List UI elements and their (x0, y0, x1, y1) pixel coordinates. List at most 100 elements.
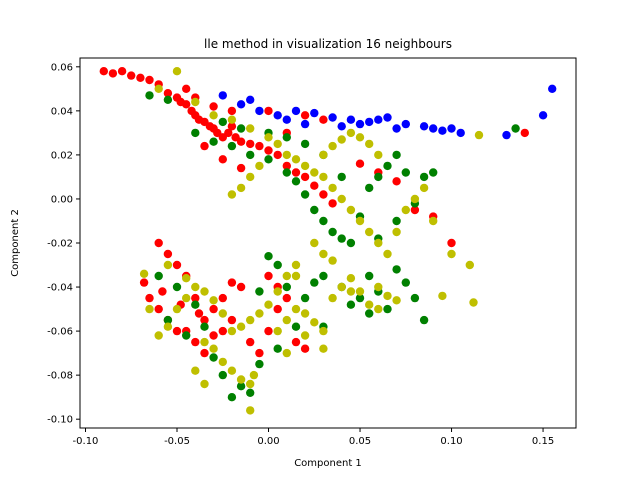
data-point (383, 249, 392, 259)
data-point (392, 265, 401, 274)
data-point (172, 260, 182, 270)
data-point (429, 124, 438, 133)
data-point (218, 117, 227, 127)
data-point (182, 84, 191, 94)
data-point (300, 119, 310, 129)
data-point (282, 115, 291, 124)
data-point (273, 304, 282, 314)
data-point (227, 115, 237, 124)
data-point (310, 205, 319, 215)
y-axis-label: Component 2 (10, 209, 21, 277)
data-point (255, 309, 264, 318)
data-point (191, 128, 200, 138)
x-tick-label: 0.00 (257, 436, 279, 447)
data-point (264, 146, 273, 155)
y-tick-label: 0.02 (51, 150, 73, 161)
data-point (236, 282, 246, 292)
data-point (209, 304, 218, 314)
data-point (429, 168, 438, 177)
data-point (310, 278, 319, 287)
data-point (246, 150, 255, 160)
data-point (291, 271, 301, 281)
y-tick-label: 0.00 (51, 194, 73, 205)
data-point (355, 287, 365, 296)
data-point (319, 249, 328, 259)
data-point (191, 366, 200, 375)
y-tick-label: -0.08 (47, 371, 73, 382)
y-tick-label: -0.10 (47, 415, 73, 426)
data-point (172, 282, 182, 292)
data-point (520, 128, 529, 138)
data-point (419, 183, 429, 193)
data-point (300, 111, 310, 120)
data-point (291, 177, 301, 186)
data-point (291, 155, 301, 164)
data-point (392, 296, 401, 305)
data-point (154, 238, 163, 248)
data-point (300, 331, 310, 340)
data-point (209, 331, 218, 340)
data-point (282, 282, 291, 292)
data-point (218, 357, 227, 367)
data-point (264, 155, 273, 164)
data-point (154, 304, 163, 314)
data-point (291, 260, 301, 270)
data-point (236, 124, 246, 133)
data-point (469, 298, 478, 307)
data-point (291, 168, 301, 177)
data-point (355, 293, 365, 303)
x-tick-label: 0.10 (440, 436, 462, 447)
data-point (227, 326, 237, 336)
x-tick-label: 0.05 (349, 436, 371, 447)
data-point (300, 139, 310, 149)
data-point (191, 337, 200, 347)
data-point (392, 227, 401, 237)
data-point (319, 271, 328, 281)
data-point (374, 172, 383, 182)
data-point (383, 304, 392, 314)
data-point (355, 216, 365, 226)
data-point (319, 172, 328, 182)
data-point (300, 309, 310, 318)
data-point (246, 337, 255, 347)
data-point (209, 137, 218, 146)
data-point (337, 194, 346, 204)
data-point (200, 379, 209, 389)
data-point (319, 150, 328, 160)
data-point (145, 91, 154, 100)
data-point (182, 100, 191, 109)
data-point (300, 344, 310, 353)
data-point (139, 269, 149, 278)
data-point (255, 348, 264, 358)
data-point (328, 141, 337, 151)
data-point (200, 141, 209, 151)
data-point (346, 274, 356, 283)
data-point (548, 84, 557, 94)
data-point (410, 293, 420, 303)
data-point (282, 348, 291, 358)
data-point (401, 168, 410, 177)
data-point (255, 106, 264, 116)
data-point (154, 331, 163, 340)
data-point (209, 344, 218, 353)
data-point (163, 322, 173, 331)
data-point (365, 271, 374, 281)
x-axis: -0.10 -0.05 0.00 0.05 0.10 0.15 (73, 428, 554, 447)
data-point (419, 172, 429, 182)
data-point (410, 205, 420, 215)
data-point (172, 304, 182, 314)
data-point (456, 128, 465, 138)
data-point (365, 300, 374, 309)
data-point (419, 315, 429, 325)
data-point (328, 113, 337, 122)
data-point (255, 161, 264, 171)
data-point (310, 318, 319, 327)
data-point (264, 106, 273, 116)
data-point (218, 370, 227, 380)
data-point (145, 293, 154, 303)
data-point (511, 124, 520, 133)
data-point (310, 181, 319, 190)
data-point (346, 238, 356, 248)
data-point (209, 102, 218, 111)
data-point (227, 190, 237, 199)
